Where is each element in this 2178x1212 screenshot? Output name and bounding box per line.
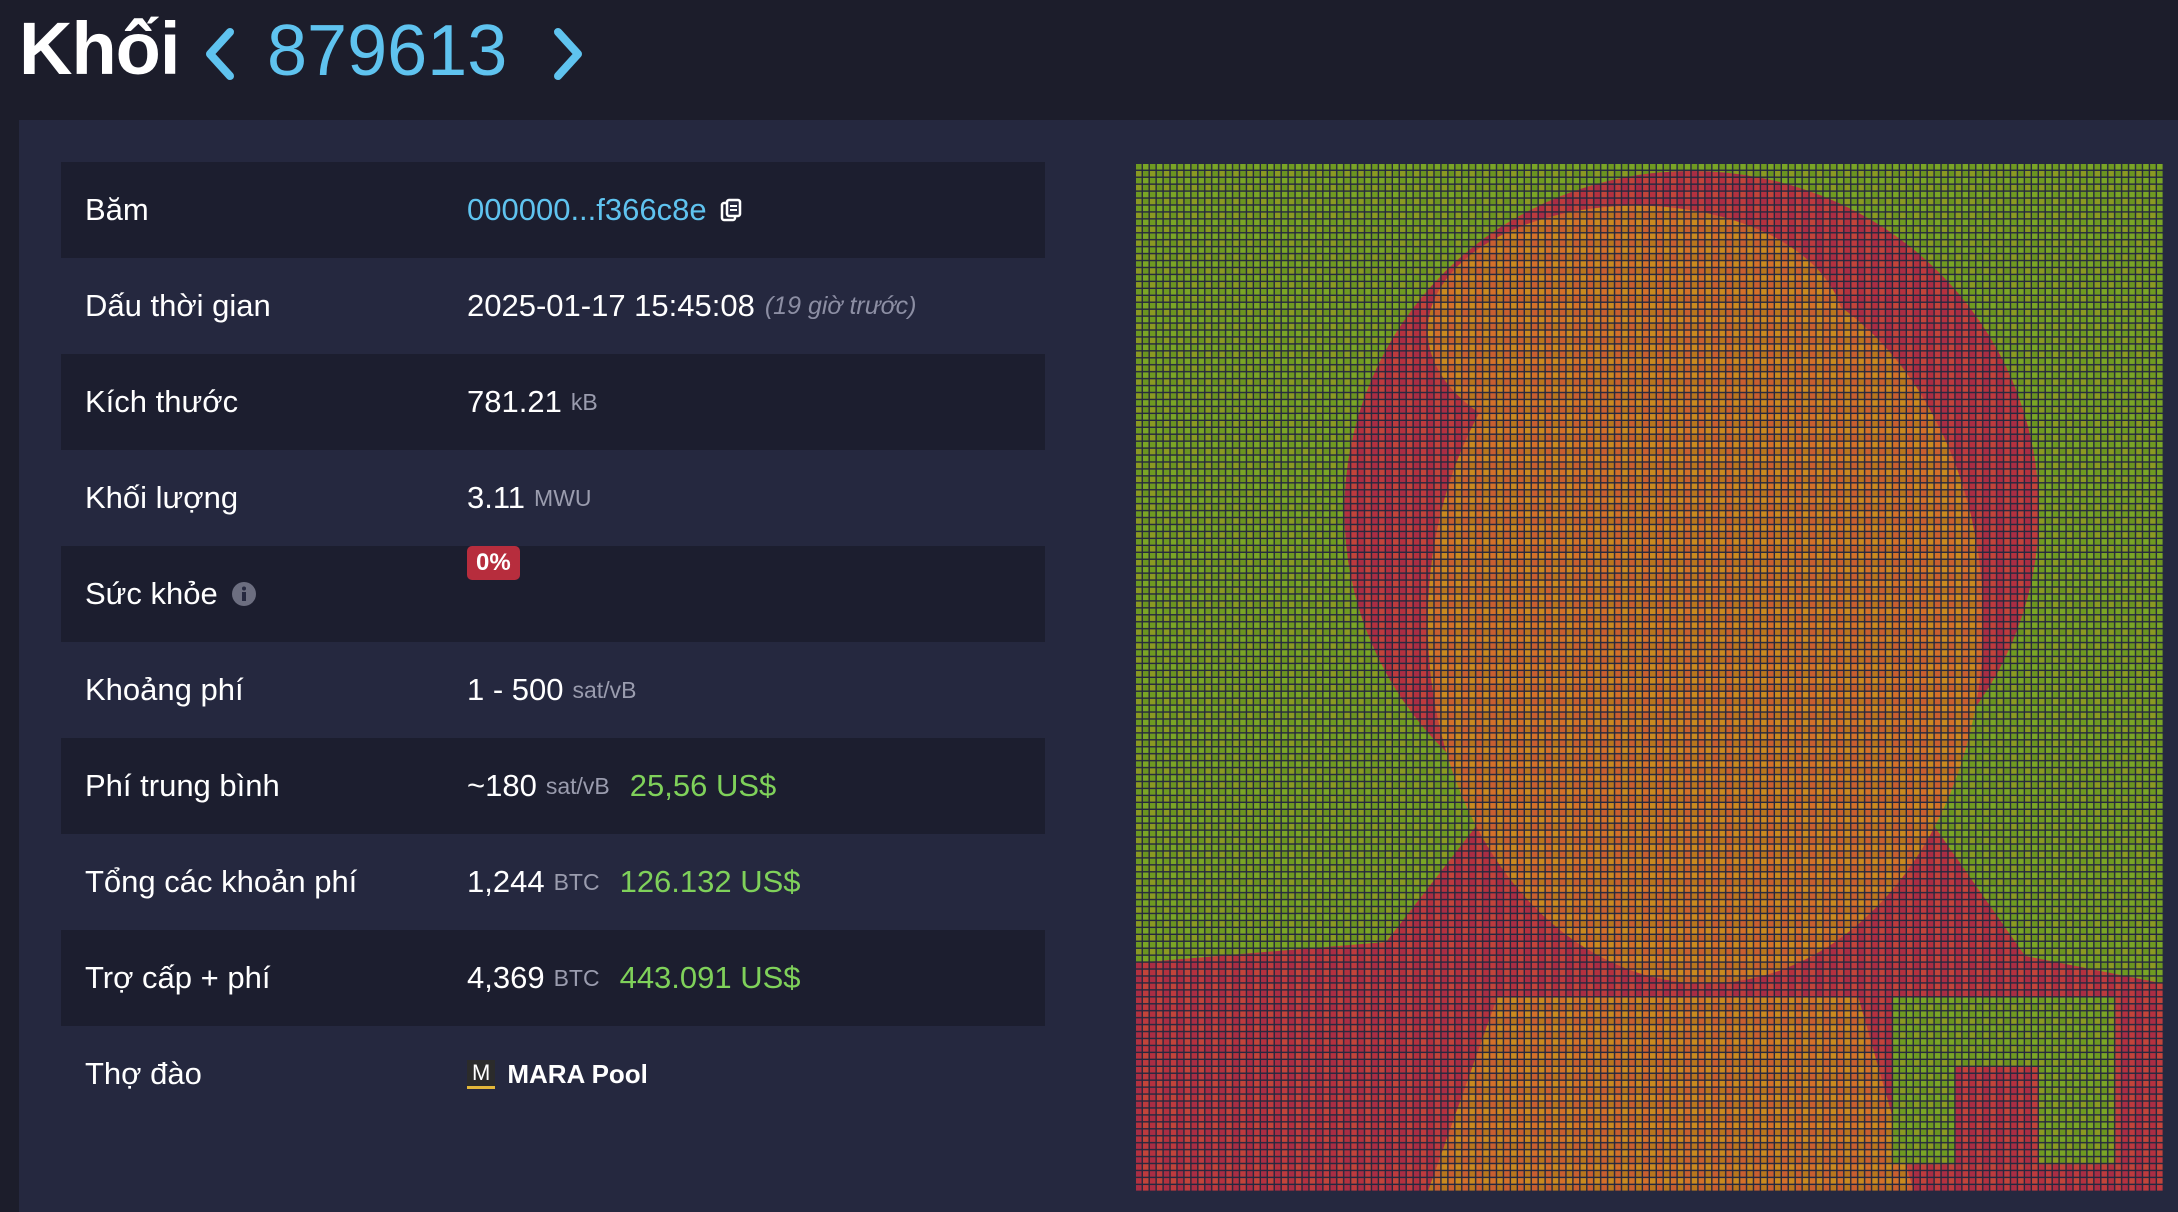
detail-row: Dấu thời gian 2025-01-17 15:45:08 (19 giờ …: [61, 258, 1045, 354]
detail-row: Kích thước 781.21 kB: [61, 354, 1045, 450]
label-text: Băm: [85, 192, 149, 227]
fiat-value: 126.132 US$: [619, 864, 801, 899]
label-text: Khối lượng: [85, 480, 239, 515]
label-text: Phí trung bình: [85, 768, 280, 803]
detail-row: Tổng các khoản phí 1,244 BTC 126.132 US$: [61, 834, 1045, 930]
label-text: Tổng các khoản phí: [85, 864, 358, 899]
row-value: 4,369 BTC 443.091 US$: [467, 930, 801, 1026]
detail-row: Sức khỏe 0%: [61, 546, 1045, 642]
row-label: Dấu thời gian: [85, 258, 271, 354]
value-text: 781.21: [467, 384, 562, 419]
value-text: 2025-01-17 15:45:08: [467, 288, 755, 323]
block-hash-link[interactable]: 000000...f366c8e: [467, 192, 707, 227]
fiat-value: 25,56 US$: [629, 768, 777, 803]
detail-row: Băm 000000...f366c8e: [61, 162, 1045, 258]
detail-row: Thợ đào M MARA Pool: [61, 1026, 1045, 1122]
label-text: Kích thước: [85, 384, 239, 419]
unit: sat/vB: [572, 677, 637, 703]
value-text: 1 - 500: [467, 672, 564, 707]
value-text: ~180: [467, 768, 537, 803]
relative-time: (19 giờ trước): [764, 292, 917, 320]
value-text: 3.11: [467, 480, 526, 515]
row-label: Phí trung bình: [85, 738, 280, 834]
row-value: ~180 sat/vB 25,56 US$: [467, 738, 776, 834]
row-label: Thợ đào: [85, 1026, 202, 1122]
block-height: 879613: [267, 11, 508, 91]
pool-icon: M: [467, 1059, 496, 1089]
detail-row: Khoảng phí 1 - 500 sat/vB: [61, 642, 1045, 738]
unit: sat/vB: [545, 773, 610, 799]
next-block-arrow[interactable]: [548, 26, 588, 82]
unit: kB: [570, 389, 598, 415]
row-value: 781.21 kB: [467, 354, 598, 450]
row-value: 2025-01-17 15:45:08 (19 giờ trước): [467, 258, 917, 354]
prev-block-arrow[interactable]: [200, 26, 240, 82]
unit: MWU: [534, 485, 592, 511]
row-label: Khối lượng: [85, 450, 238, 546]
fiat-value: 443.091 US$: [619, 960, 801, 995]
label-text: Sức khỏe: [85, 576, 218, 611]
row-value: 1 - 500 sat/vB: [467, 642, 636, 738]
label-text: Thợ đào: [85, 1056, 202, 1091]
row-label: Khoảng phí: [85, 642, 244, 738]
details-table: Băm 000000...f366c8e Dấu thời gian 2025-01-…: [61, 162, 1045, 1122]
page-title: Khối: [19, 7, 180, 90]
label-text: Dấu thời gian: [85, 288, 271, 323]
detail-row: Khối lượng 3.11 MWU: [61, 450, 1045, 546]
row-label: Băm: [85, 162, 149, 258]
value-text: 1,244: [467, 864, 545, 899]
health-badge: 0%: [467, 546, 520, 580]
row-label: Kích thước: [85, 354, 238, 450]
header: Khối 879613: [0, 0, 2178, 120]
copy-icon[interactable]: [719, 198, 743, 222]
row-value: 0%: [467, 546, 520, 580]
block-visualization: [1136, 164, 2164, 1192]
label-text: Khoảng phí: [85, 672, 244, 707]
detail-row: Phí trung bình ~180 sat/vB 25,56 US$: [61, 738, 1045, 834]
row-label: Tổng các khoản phí: [85, 834, 357, 930]
unit: BTC: [553, 965, 600, 991]
row-value: M MARA Pool: [467, 1026, 648, 1122]
row-value: 3.11 MWU: [467, 450, 592, 546]
unit: BTC: [553, 869, 600, 895]
row-label: Trợ cấp + phí: [85, 930, 270, 1026]
row-value: 000000...f366c8e: [467, 162, 743, 258]
value-text: 4,369: [467, 960, 545, 995]
info-icon[interactable]: [231, 582, 256, 606]
detail-row: Trợ cấp + phí 4,369 BTC 443.091 US$: [61, 930, 1045, 1026]
row-label: Sức khỏe: [85, 546, 256, 642]
pool-link[interactable]: MARA Pool: [507, 1059, 648, 1089]
row-value: 1,244 BTC 126.132 US$: [467, 834, 801, 930]
label-text: Trợ cấp + phí: [85, 960, 271, 995]
